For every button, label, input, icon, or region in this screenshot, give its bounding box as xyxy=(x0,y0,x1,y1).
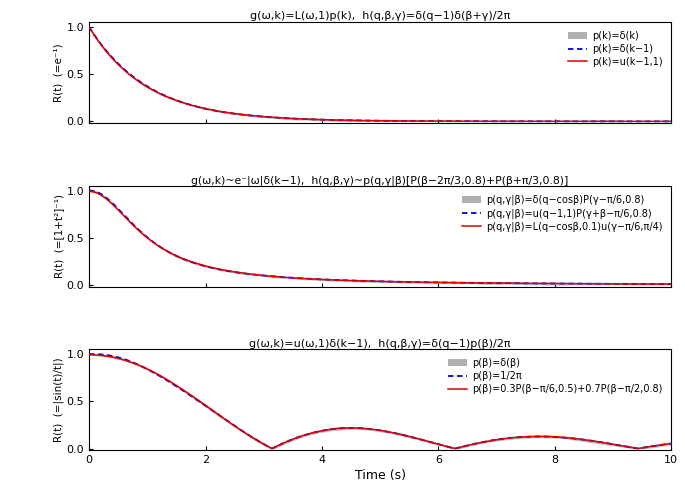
Y-axis label: R(t)  (=[1+t²]⁻¹): R(t) (=[1+t²]⁻¹) xyxy=(54,195,64,278)
Title: g(ω,k)~e⁻|ω|δ(k−1),  h(q,β,γ)~p(q,γ|β)[P(β−2π/3,0.8)+P(β+π/3,0.8)]: g(ω,k)~e⁻|ω|δ(k−1), h(q,β,γ)~p(q,γ|β)[P(… xyxy=(192,175,569,186)
Y-axis label: R(t)  (=e⁻¹): R(t) (=e⁻¹) xyxy=(54,44,64,102)
Legend: p(q,γ|β)=δ(q−cosβ)P(γ−π/6,0.8), p(q,γ|β)=u(q−1,1)P(γ+β−π/6,0.8), p(q,γ|β)=L(q−co: p(q,γ|β)=δ(q−cosβ)P(γ−π/6,0.8), p(q,γ|β)… xyxy=(458,191,667,236)
Y-axis label: R(t)  (=|sin(t)/t|): R(t) (=|sin(t)/t|) xyxy=(53,358,64,442)
X-axis label: Time (s): Time (s) xyxy=(355,469,406,483)
Legend: p(k)=δ(k), p(k)=δ(k−1), p(k)=u(k−1,1): p(k)=δ(k), p(k)=δ(k−1), p(k)=u(k−1,1) xyxy=(564,27,667,71)
Title: g(ω,k)=u(ω,1)δ(k−1),  h(q,β,γ)=δ(q−1)p(β)/2π: g(ω,k)=u(ω,1)δ(k−1), h(q,β,γ)=δ(q−1)p(β)… xyxy=(249,339,511,348)
Legend: p(β)=δ(β), p(β)=1/2π, p(β)=0.3P(β−π/6,0.5)+0.7P(β−π/2,0.8): p(β)=δ(β), p(β)=1/2π, p(β)=0.3P(β−π/6,0.… xyxy=(444,354,667,398)
Title: g(ω,k)=L(ω,1)p(k),  h(q,β,γ)=δ(q−1)δ(β+γ)/2π: g(ω,k)=L(ω,1)p(k), h(q,β,γ)=δ(q−1)δ(β+γ)… xyxy=(250,11,510,21)
